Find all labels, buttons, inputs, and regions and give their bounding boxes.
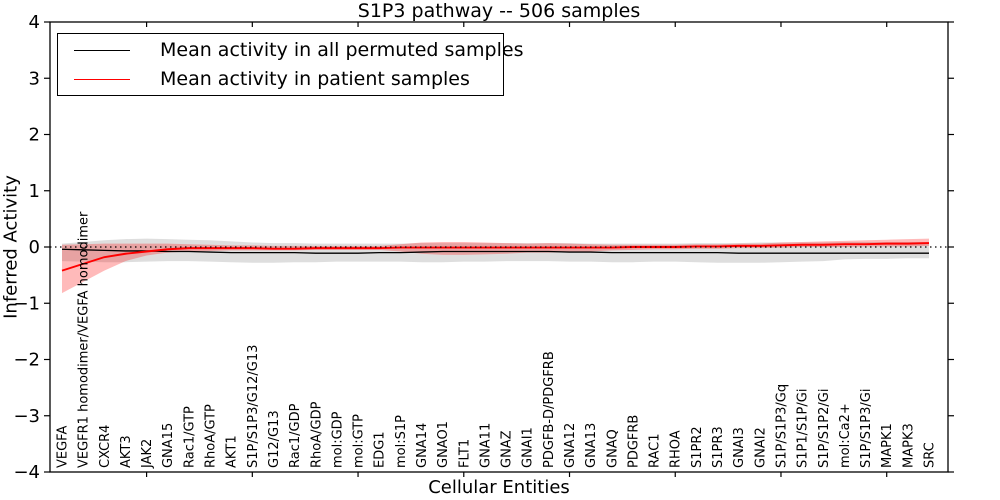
x-tick-label: GNAI1 xyxy=(521,427,536,468)
legend-item-permuted: Mean activity in all permuted samples xyxy=(74,37,523,63)
x-tick-label: PDGFB-D/PDGFRB xyxy=(542,351,557,468)
x-tick-label: S1PR3 xyxy=(711,426,726,468)
x-tick-label: MAPK3 xyxy=(901,423,916,468)
x-axis-label: Cellular Entities xyxy=(428,477,570,498)
x-tick-label: FLT1 xyxy=(457,439,472,468)
x-tick-label: mol:GDP xyxy=(330,411,345,468)
x-tick-label: AKT3 xyxy=(119,435,134,468)
x-tick-label: GNA14 xyxy=(415,423,430,468)
legend-label-permuted: Mean activity in all permuted samples xyxy=(160,39,524,61)
y-tick-label: −4 xyxy=(13,462,40,483)
chart-title: S1P3 pathway -- 506 samples xyxy=(357,0,641,22)
x-tick-label: G12/G13 xyxy=(267,410,282,468)
x-tick-label: RhoA/GDP xyxy=(309,401,324,468)
legend-line-red xyxy=(74,78,130,80)
band-permuted xyxy=(62,238,929,263)
x-tick-label: mol:S1P xyxy=(394,415,409,468)
x-tick-label: EDG1 xyxy=(373,431,388,468)
y-tick-label: 0 xyxy=(29,237,40,258)
legend-label-patient: Mean activity in patient samples xyxy=(160,68,470,90)
x-tick-label: GNAI2 xyxy=(753,427,768,468)
x-tick-label: RHOA xyxy=(669,430,684,468)
x-tick-label: GNA12 xyxy=(563,423,578,468)
x-tick-label: GNAO1 xyxy=(436,421,451,468)
x-tick-label: GNAQ xyxy=(605,429,620,468)
x-tick-label: SRC xyxy=(923,442,938,468)
x-tick-label: mol:Ca2+ xyxy=(838,403,853,468)
y-tick-label: 2 xyxy=(29,125,40,146)
y-tick-label: 4 xyxy=(29,12,40,33)
x-tick-label: GNA13 xyxy=(584,423,599,468)
x-tick-label: S1P/S1P3/G12/G13 xyxy=(246,345,261,468)
y-tick-label: −2 xyxy=(13,350,40,371)
x-tick-label: CXCR4 xyxy=(98,425,113,468)
legend: Mean activity in all permuted samples Me… xyxy=(57,33,523,96)
y-tick-label: −3 xyxy=(13,406,40,427)
line-permuted xyxy=(61,248,929,254)
x-tick-label: Rac1/GTP xyxy=(182,406,197,468)
x-tick-label: AKT1 xyxy=(225,435,240,468)
x-tick-label: VEGFR1 homodimer/VEGFA homodimer xyxy=(77,211,92,468)
x-tick-label: GNAI3 xyxy=(732,427,747,468)
x-tick-label: RhoA/GTP xyxy=(204,404,219,468)
y-tick-label: 1 xyxy=(29,181,40,202)
x-tick-label: MAPK1 xyxy=(880,423,895,468)
x-tick-label: RAC1 xyxy=(648,433,663,468)
x-tick-label: S1P1/S1P/Gi xyxy=(796,389,811,468)
x-tick-label: S1P/S1P3/Gi xyxy=(859,389,874,468)
x-tick-label: mol:GTP xyxy=(352,414,367,468)
y-tick-label: 3 xyxy=(29,68,40,89)
x-tick-label: S1P/S1P2/Gi xyxy=(817,389,832,468)
y-tick-label: −1 xyxy=(13,293,40,314)
x-tick-label: VEGFA xyxy=(56,426,71,468)
x-tick-label: JAK2 xyxy=(140,439,155,469)
legend-item-patient: Mean activity in patient samples xyxy=(74,66,503,92)
x-tick-label: GNA11 xyxy=(478,423,493,468)
x-tick-label: GNA15 xyxy=(161,423,176,468)
x-tick-label: S1P/S1P3/Gq xyxy=(774,384,789,468)
x-tick-label: Rac1/GDP xyxy=(288,403,303,468)
x-tick-label: S1PR2 xyxy=(690,426,705,468)
legend-line-black xyxy=(74,49,130,51)
x-tick-label: GNAZ xyxy=(500,430,515,468)
x-tick-label: PDGFRB xyxy=(626,415,641,468)
